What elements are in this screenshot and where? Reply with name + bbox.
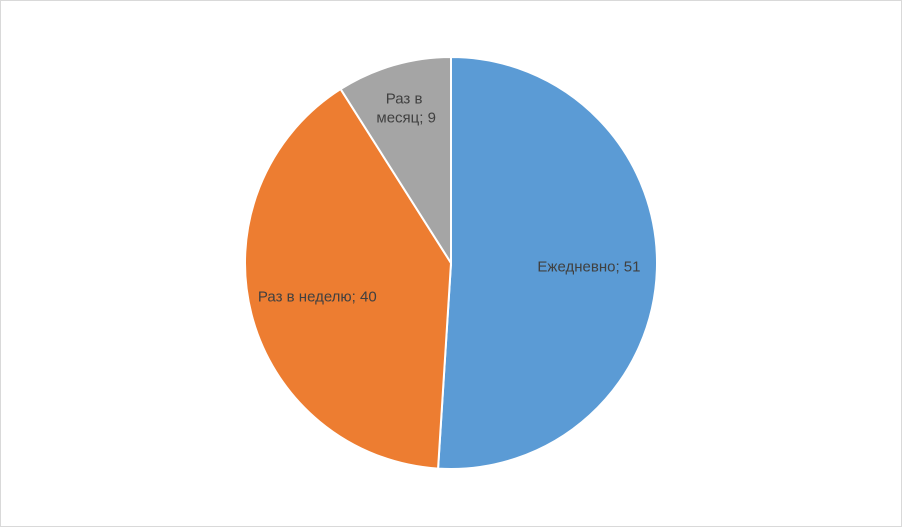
data-label-line: Раз в <box>386 91 427 108</box>
data-label: Раз в неделю; 40 <box>258 288 377 305</box>
data-label: Ежедневно; 51 <box>537 258 640 275</box>
pie-slice <box>339 55 452 267</box>
pie-slice <box>437 55 658 470</box>
data-label-line: месяц; 9 <box>376 109 436 126</box>
data-label: Раз в месяц; 9 <box>376 91 436 127</box>
pie-slice <box>244 87 453 470</box>
